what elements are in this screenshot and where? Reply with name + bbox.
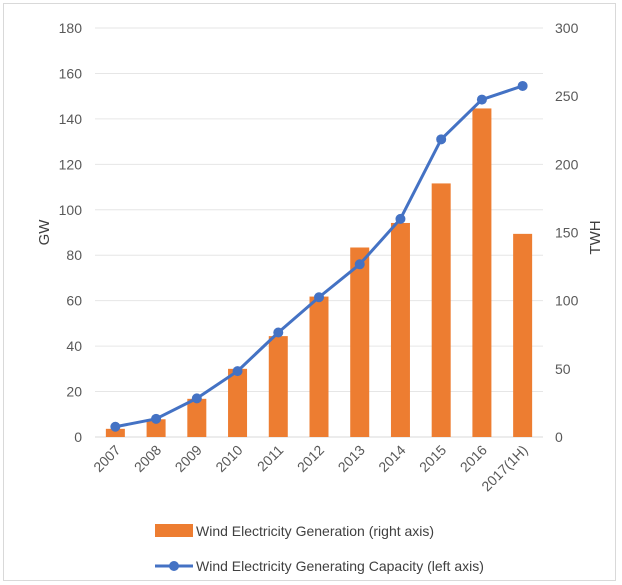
- x-tick-label: 2016: [457, 442, 490, 475]
- right-tick-label: 200: [555, 156, 579, 172]
- bar: [513, 233, 533, 437]
- left-tick-label: 80: [66, 247, 82, 263]
- x-tick-label: 2008: [131, 442, 164, 475]
- left-tick-label: 100: [59, 202, 83, 218]
- line-point: [395, 213, 406, 224]
- legend-line-label: Wind Electricity Generating Capacity (le…: [196, 558, 484, 574]
- line-point: [151, 413, 162, 424]
- x-tick-label: 2009: [172, 442, 205, 475]
- bar: [187, 398, 207, 437]
- bar-series: [105, 108, 533, 437]
- x-axis-ticks: 2007 2008 2009 2010 2011 2012 2013 2014 2015 2016…: [90, 442, 531, 495]
- bar: [390, 222, 410, 437]
- bar: [472, 108, 492, 437]
- line-point: [517, 80, 528, 91]
- right-tick-label: 250: [555, 88, 579, 104]
- line-point: [191, 393, 202, 404]
- left-axis-ticks: 0 20 40 60 80 100 120 140 160 180: [59, 20, 83, 445]
- bar: [431, 183, 451, 437]
- line-point: [436, 134, 447, 145]
- x-tick-label: 2010: [212, 442, 245, 475]
- line-point: [273, 327, 284, 338]
- x-tick-label: 2015: [416, 442, 449, 475]
- legend-bar-label: Wind Electricity Generation (right axis): [196, 523, 434, 539]
- right-tick-label: 0: [555, 429, 563, 445]
- x-tick-label: 2007: [90, 442, 123, 475]
- right-axis-title: TWH: [587, 220, 604, 254]
- left-tick-label: 180: [59, 20, 83, 36]
- legend-line-marker: [169, 561, 179, 571]
- bar: [268, 336, 288, 437]
- line-point: [476, 94, 487, 105]
- right-tick-label: 50: [555, 361, 571, 377]
- right-tick-label: 150: [555, 225, 579, 241]
- left-axis-title: GW: [36, 219, 53, 246]
- x-tick-label: 2013: [335, 442, 368, 475]
- right-axis-ticks: 0 50 100 150 200 250 300: [555, 20, 579, 445]
- line-point: [110, 421, 121, 432]
- left-tick-label: 60: [66, 293, 82, 309]
- bar: [146, 419, 166, 437]
- x-tick-label: 2011: [254, 442, 287, 475]
- legend-bar-swatch: [155, 524, 193, 537]
- legend: Wind Electricity Generation (right axis)…: [155, 523, 484, 574]
- x-tick-label: 2012: [294, 442, 327, 475]
- line-point: [314, 292, 324, 303]
- left-tick-label: 40: [66, 338, 82, 354]
- left-tick-label: 120: [59, 156, 83, 172]
- left-tick-label: 0: [74, 429, 82, 445]
- left-tick-label: 160: [59, 65, 83, 81]
- right-tick-label: 100: [555, 293, 579, 309]
- bar: [105, 428, 125, 437]
- right-tick-label: 300: [555, 20, 579, 36]
- line-point: [232, 366, 243, 377]
- gridlines: [95, 27, 543, 438]
- x-tick-label: 2014: [375, 442, 408, 475]
- line-series: [110, 80, 528, 432]
- line-point: [354, 259, 365, 270]
- bar: [309, 296, 329, 437]
- left-tick-label: 20: [66, 384, 82, 400]
- bar: [228, 368, 248, 437]
- bar: [350, 247, 370, 437]
- left-tick-label: 140: [59, 111, 83, 127]
